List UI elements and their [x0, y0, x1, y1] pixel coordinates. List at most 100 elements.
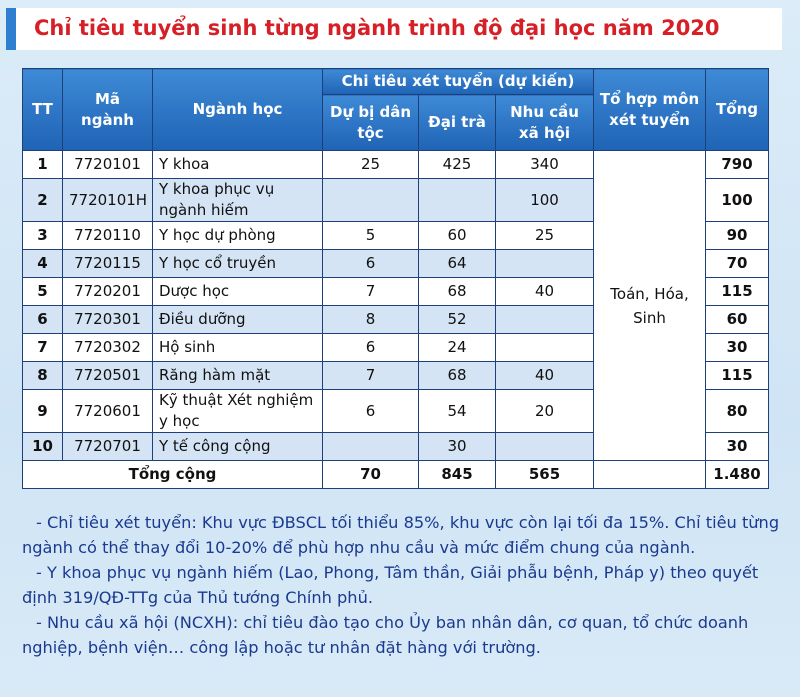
- row-total: 100: [705, 178, 770, 222]
- row-total: 70: [705, 249, 770, 278]
- quota-daitra: 64: [418, 249, 496, 278]
- quota-daitra: 68: [418, 277, 496, 306]
- major-code: 7720302: [62, 333, 153, 362]
- major-code: 7720201: [62, 277, 153, 306]
- major-name: Y khoa phục vụ ngành hiếm: [152, 178, 323, 222]
- major-code: 7720501: [62, 361, 153, 390]
- quota-daitra: 60: [418, 221, 496, 250]
- note: - Chỉ tiêu xét tuyển: Khu vực ĐBSCL tối …: [22, 513, 780, 557]
- quota-ncxh: 20: [494, 389, 595, 433]
- row-number: 4: [22, 249, 63, 278]
- row-number: 8: [22, 361, 63, 390]
- row-number: 6: [22, 305, 63, 334]
- grand-total: 1.480: [705, 460, 770, 489]
- row-total: 30: [705, 333, 770, 362]
- row-number: 10: [22, 432, 63, 461]
- total-label: Tổng cộng: [22, 460, 323, 489]
- major-name: Răng hàm mặt: [152, 361, 323, 390]
- quota-dbdt: 6: [322, 249, 419, 278]
- quota-ncxh: [494, 432, 595, 461]
- header-cell: Tổ hợp môn xét tuyển: [593, 68, 707, 151]
- major-code: 7720101: [62, 150, 153, 179]
- empty-cell: [593, 460, 707, 489]
- title: Chỉ tiêu tuyển sinh từng ngành trình độ …: [34, 16, 720, 40]
- major-name: Dược học: [152, 277, 323, 306]
- quota-dbdt: 6: [322, 333, 419, 362]
- major-name: Y học dự phòng: [152, 221, 323, 250]
- major-code: 7720601: [62, 389, 153, 433]
- quota-dbdt: 25: [322, 150, 419, 179]
- quota-ncxh: 40: [494, 277, 595, 306]
- major-name: Điều dưỡng: [152, 305, 323, 334]
- quota-dbdt: [322, 432, 419, 461]
- header-cell: Nhu cầu xã hội: [494, 94, 595, 151]
- total-dbdt: 70: [322, 460, 419, 489]
- table-row: 7 7720302 Hộ sinh 6 24 30: [22, 333, 770, 362]
- quota-dbdt: [322, 178, 419, 222]
- row-number: 1: [22, 150, 63, 179]
- row-total: 790: [705, 150, 770, 179]
- major-name: Y học cổ truyền: [152, 249, 323, 278]
- table-row: 5 7720201 Dược học 7 68 40 115: [22, 277, 770, 306]
- table-row: 2 7720101H Y khoa phục vụ ngành hiếm 100 100: [22, 178, 770, 222]
- notes: - Chỉ tiêu xét tuyển: Khu vực ĐBSCL tối …: [22, 510, 782, 660]
- header-cell: Đại trà: [418, 94, 496, 151]
- table-row: 3 7720110 Y học dự phòng 5 60 25 90: [22, 221, 770, 250]
- table-row: 8 7720501 Răng hàm mặt 7 68 40 115: [22, 361, 770, 390]
- total-daitra: 845: [418, 460, 496, 489]
- quota-ncxh: 25: [494, 221, 595, 250]
- quota-ncxh: [494, 249, 595, 278]
- quota-dbdt: 8: [322, 305, 419, 334]
- major-code: 7720115: [62, 249, 153, 278]
- table-row: 9 7720601 Kỹ thuật Xét nghiệm y học 6 54 20 80: [22, 389, 770, 433]
- header-cell: TT: [22, 68, 63, 151]
- title-bar: Chỉ tiêu tuyển sinh từng ngành trình độ …: [6, 8, 782, 50]
- row-total: 80: [705, 389, 770, 433]
- header-cell: Dự bị dân tộc: [322, 94, 419, 151]
- note: - Y khoa phục vụ ngành hiếm (Lao, Phong,…: [22, 563, 759, 607]
- quota-table: TT Mã ngành Ngành học Chi tiêu xét tuyển…: [22, 68, 770, 489]
- major-name: Y tế công cộng: [152, 432, 323, 461]
- row-total: 60: [705, 305, 770, 334]
- quota-dbdt: 6: [322, 389, 419, 433]
- quota-daitra: [418, 178, 496, 222]
- quota-dbdt: 7: [322, 277, 419, 306]
- row-number: 7: [22, 333, 63, 362]
- quota-ncxh: 100: [494, 178, 595, 222]
- quota-dbdt: 7: [322, 361, 419, 390]
- row-total: 115: [705, 277, 770, 306]
- major-name: Kỹ thuật Xét nghiệm y học: [152, 389, 323, 433]
- row-number: 5: [22, 277, 63, 306]
- combo-cell: Toán, Hóa, Sinh: [593, 150, 707, 461]
- major-code: 7720110: [62, 221, 153, 250]
- quota-daitra: 52: [418, 305, 496, 334]
- row-total: 30: [705, 432, 770, 461]
- major-code: 7720701: [62, 432, 153, 461]
- quota-daitra: 68: [418, 361, 496, 390]
- row-number: 9: [22, 389, 63, 433]
- row-total: 90: [705, 221, 770, 250]
- table-row: 1 7720101 Y khoa 25 425 340 Toán, Hóa, Sinh 790: [22, 150, 770, 461]
- quota-daitra: 425: [418, 150, 496, 179]
- table-row: 6 7720301 Điều dưỡng 8 52 60: [22, 305, 770, 334]
- major-code: 7720301: [62, 305, 153, 334]
- row-total: 115: [705, 361, 770, 390]
- quota-ncxh: [494, 333, 595, 362]
- header-cell: Chi tiêu xét tuyển (dự kiến): [321, 68, 595, 95]
- note: - Nhu cầu xã hội (NCXH): chỉ tiêu đào tạ…: [22, 613, 749, 657]
- header-cell: Mã ngành: [62, 68, 153, 151]
- quota-dbdt: 5: [322, 221, 419, 250]
- major-code: 7720101H: [62, 178, 153, 222]
- quota-ncxh: 340: [494, 150, 595, 179]
- quota-ncxh: 40: [494, 361, 595, 390]
- major-name: Hộ sinh: [152, 333, 323, 362]
- quota-daitra: 54: [418, 389, 496, 433]
- header-cell: Ngành học: [152, 68, 323, 151]
- row-number: 3: [22, 221, 63, 250]
- row-number: 2: [22, 178, 63, 222]
- total-ncxh: 565: [494, 460, 595, 489]
- header-cell: Tổng: [705, 68, 770, 151]
- total-row: Tổng cộng 70 845 565 1.480: [22, 460, 770, 489]
- major-name: Y khoa: [152, 150, 323, 179]
